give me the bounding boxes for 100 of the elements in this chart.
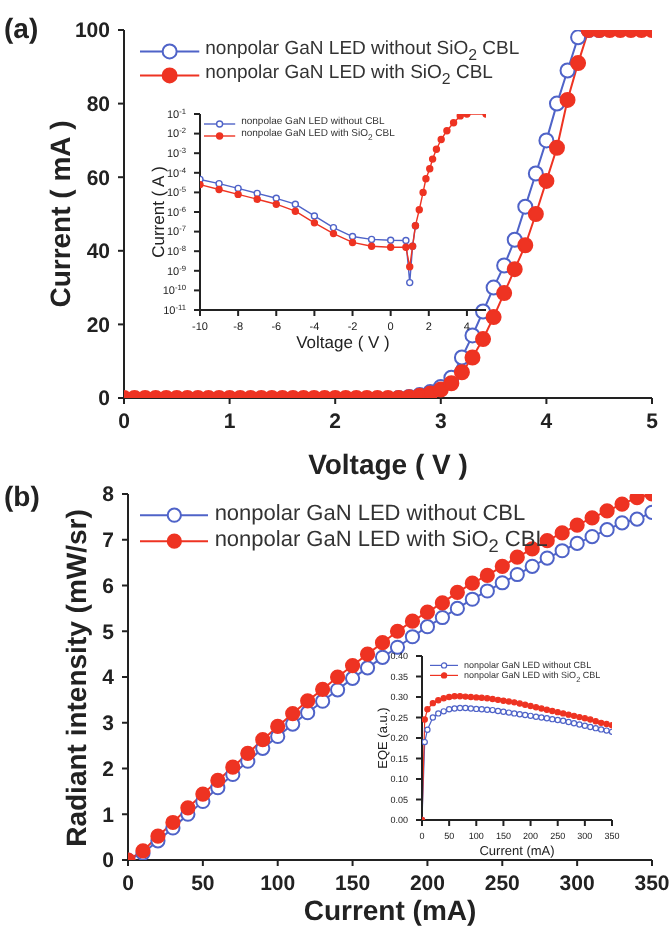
point xyxy=(509,549,525,565)
y-tick-label: 60 xyxy=(86,166,111,191)
point xyxy=(517,237,534,254)
point xyxy=(570,55,587,72)
point xyxy=(517,198,534,215)
y-tick-label: 40 xyxy=(86,240,111,265)
legend-label: nonpolar GaN LED without SiO$_{2}$ CBL xyxy=(205,38,520,64)
point xyxy=(285,706,301,722)
point xyxy=(406,278,414,287)
y-axis-title: Radiant intensity (mW/sr) xyxy=(60,508,92,846)
point xyxy=(496,285,513,302)
point xyxy=(506,261,523,278)
x-axis-title: Voltage ( V ) xyxy=(306,448,470,480)
point xyxy=(253,195,261,203)
x-tick-label: 4 xyxy=(540,409,553,434)
point xyxy=(527,206,544,222)
point xyxy=(310,212,319,220)
y-tick-label: 6 xyxy=(102,574,115,599)
point xyxy=(291,200,300,208)
y-axis-title: Current ( mA ) xyxy=(44,120,76,308)
x-axis-title: Current (mA) xyxy=(301,894,479,926)
y-tick-label: 0 xyxy=(98,387,111,412)
point xyxy=(329,229,338,238)
y-tick-label: 80 xyxy=(86,92,111,117)
x-tick-label: 0 xyxy=(122,871,135,896)
y-tick-label: 20 xyxy=(86,313,111,338)
x-tick-label: 100 xyxy=(260,871,296,896)
point xyxy=(599,503,615,519)
y-tick-label: 3 xyxy=(102,712,115,737)
point xyxy=(419,604,436,620)
point xyxy=(584,528,600,545)
point xyxy=(402,236,410,245)
point xyxy=(234,190,242,199)
x-tick-label: 300 xyxy=(559,871,595,896)
point xyxy=(426,165,434,173)
point xyxy=(404,613,421,629)
point xyxy=(554,543,570,559)
point xyxy=(584,510,600,526)
point xyxy=(539,550,555,566)
point xyxy=(374,635,391,651)
point xyxy=(291,207,300,215)
y-tick-label: 8 xyxy=(102,483,115,508)
point xyxy=(150,828,166,844)
point xyxy=(456,114,464,120)
point xyxy=(310,219,319,227)
point xyxy=(210,772,226,788)
point xyxy=(559,91,576,108)
x-tick-label: 200 xyxy=(409,871,446,896)
y-tick-label: 100 xyxy=(74,19,111,44)
x-tick-label: 50 xyxy=(191,871,215,896)
point xyxy=(240,745,256,761)
point xyxy=(629,494,645,506)
y-tick-label: 4 xyxy=(102,666,115,691)
point xyxy=(569,535,585,552)
x-tick-label: 2 xyxy=(329,409,342,434)
point xyxy=(548,139,565,156)
y-tick-label: 0 xyxy=(102,849,115,874)
point xyxy=(404,629,421,645)
point xyxy=(315,681,331,697)
point xyxy=(329,223,338,232)
point xyxy=(367,235,376,244)
point xyxy=(272,200,280,208)
x-tick-label: 0 xyxy=(118,409,131,434)
point xyxy=(569,517,585,533)
point xyxy=(253,189,261,198)
point xyxy=(348,232,357,241)
point xyxy=(494,558,510,574)
point xyxy=(344,657,361,674)
point xyxy=(406,263,414,271)
point xyxy=(225,759,241,775)
point xyxy=(479,583,495,599)
point xyxy=(494,575,510,591)
point xyxy=(509,566,525,583)
text: (b) xyxy=(4,480,40,512)
x-tick-label: 1 xyxy=(223,409,236,434)
point xyxy=(437,135,445,144)
point xyxy=(386,243,395,251)
point xyxy=(359,660,376,676)
point xyxy=(165,814,181,831)
point xyxy=(559,62,576,79)
point xyxy=(629,511,645,527)
point xyxy=(386,236,395,244)
point xyxy=(367,242,376,250)
point xyxy=(270,718,286,735)
point xyxy=(432,145,441,153)
x-tick-label: 350 xyxy=(634,871,670,896)
point xyxy=(374,649,391,665)
point xyxy=(415,206,423,214)
point xyxy=(300,693,316,709)
point xyxy=(402,243,410,251)
point xyxy=(464,591,480,607)
x-tick-label: 150 xyxy=(335,871,371,896)
point xyxy=(479,567,495,584)
point xyxy=(614,515,630,531)
point xyxy=(570,30,587,46)
point xyxy=(434,595,450,611)
point xyxy=(449,119,458,127)
y-tick-label: 7 xyxy=(102,529,115,554)
point xyxy=(449,600,465,616)
point xyxy=(422,175,430,183)
